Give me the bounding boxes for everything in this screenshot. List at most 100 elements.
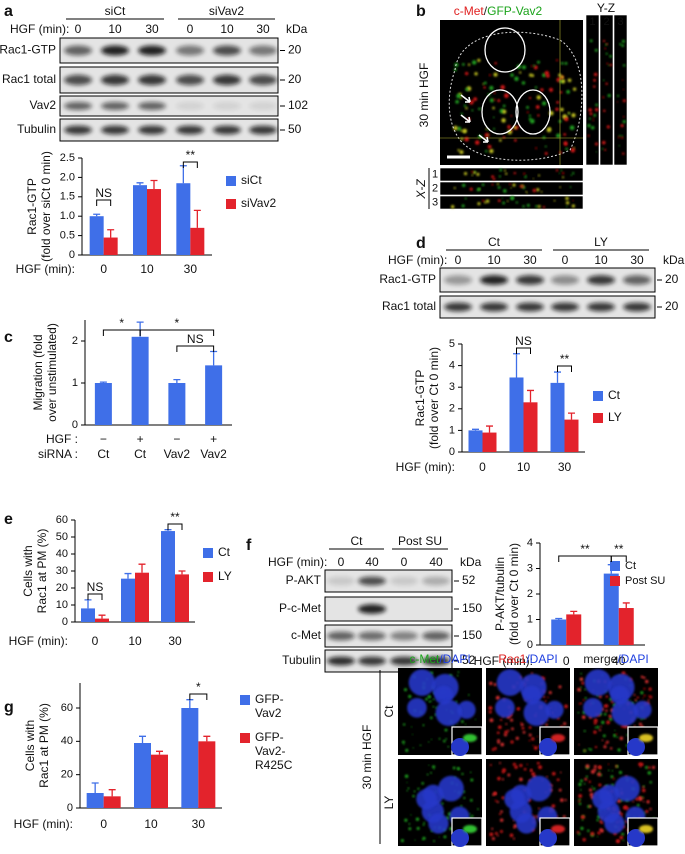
legend-label: siCt [241, 173, 262, 187]
signal [595, 151, 597, 153]
signal [423, 821, 426, 824]
blot-strip [324, 649, 453, 673]
signal [594, 107, 599, 112]
signal [645, 679, 649, 684]
yz-slice-label: 1 [589, 16, 595, 28]
inset-nucleus [451, 829, 469, 847]
signal [619, 43, 622, 46]
lane-label: 0 [562, 253, 569, 267]
signal [529, 769, 533, 773]
signal [477, 202, 481, 206]
signal [588, 117, 591, 120]
signal [544, 700, 547, 703]
y-tick-label: 0 [67, 802, 73, 814]
signal [404, 688, 407, 692]
lane-label: 10 [220, 22, 234, 36]
blot-band [422, 656, 450, 666]
signal [470, 798, 473, 802]
signal [528, 739, 531, 742]
legend-swatch [240, 695, 250, 705]
x-tick-label: 30 [192, 817, 206, 831]
header-part: Rac1 [498, 652, 526, 666]
y-tick-label: 2.0 [60, 171, 75, 183]
signal [526, 111, 529, 114]
signal [456, 723, 459, 725]
signal [460, 112, 463, 115]
x-axis-label: HGF (min): [474, 654, 533, 668]
signal [505, 172, 508, 175]
inset-nucleus [627, 829, 645, 847]
signal [589, 39, 593, 43]
signal [647, 766, 651, 769]
signal [464, 172, 468, 176]
signal [413, 790, 416, 793]
signal [638, 796, 642, 800]
signal [571, 204, 576, 208]
signal [510, 115, 513, 117]
signal [601, 720, 605, 724]
nucleus [438, 775, 464, 802]
signal [469, 813, 471, 815]
bar [131, 336, 149, 425]
signal [469, 771, 472, 774]
signal [464, 136, 469, 142]
signal [608, 64, 610, 67]
side-label: 30 min HGF [417, 63, 431, 128]
signal [517, 125, 520, 128]
signal [545, 73, 550, 78]
xz-slice [439, 167, 584, 182]
signal [616, 839, 620, 843]
signal [452, 766, 456, 770]
signal [560, 75, 564, 79]
x-tick-label: + [210, 432, 217, 446]
signal [521, 726, 525, 730]
x-tick-label: 0 [479, 460, 486, 474]
kda-label: 20 [288, 72, 302, 86]
nucleus-outline [481, 89, 519, 135]
lane-label: 30 [523, 253, 537, 267]
bar [94, 383, 112, 425]
significance-label: ** [560, 352, 570, 366]
signal [598, 728, 601, 732]
signal [615, 764, 618, 768]
bar [603, 573, 619, 645]
significance-bracket [182, 161, 198, 168]
signal [584, 688, 587, 691]
signal [513, 171, 516, 175]
inset-signal [639, 825, 653, 833]
signal [622, 99, 626, 103]
signal [488, 706, 493, 710]
signal [633, 725, 636, 727]
inset-signal [551, 825, 565, 833]
y-tick-label: 1 [527, 613, 533, 625]
x-tick-label: 30 [184, 262, 198, 276]
lane-label: 10 [108, 22, 122, 36]
signal [469, 187, 473, 191]
y-tick-label: 10 [56, 599, 68, 611]
signal [497, 776, 501, 781]
signal [491, 175, 495, 179]
signal [536, 95, 541, 100]
title-part: / [484, 4, 488, 18]
y-axis-label: Cells with [21, 545, 35, 596]
signal [500, 818, 504, 822]
signal [579, 677, 584, 681]
signal [606, 125, 610, 129]
legend-swatch [610, 561, 620, 571]
y-tick-label: 20 [56, 582, 68, 594]
blot-band [64, 45, 92, 56]
x-tick-label: 0 [100, 817, 107, 831]
signal [564, 799, 567, 802]
signal [561, 79, 566, 84]
signal [543, 695, 546, 699]
legend-label: GFP-Vav2 [255, 692, 284, 720]
signal [622, 88, 625, 91]
signal [567, 78, 572, 83]
title-part: GFP-Vav2 [487, 4, 542, 18]
blot-band [587, 275, 615, 285]
signal [403, 723, 406, 726]
error-bar [193, 209, 201, 228]
signal [605, 709, 608, 712]
signal [456, 674, 459, 677]
signal [507, 125, 511, 129]
